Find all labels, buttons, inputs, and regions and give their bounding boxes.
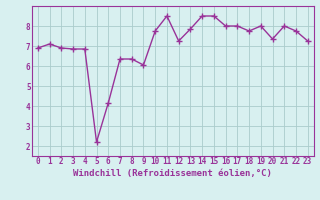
X-axis label: Windchill (Refroidissement éolien,°C): Windchill (Refroidissement éolien,°C) [73, 169, 272, 178]
